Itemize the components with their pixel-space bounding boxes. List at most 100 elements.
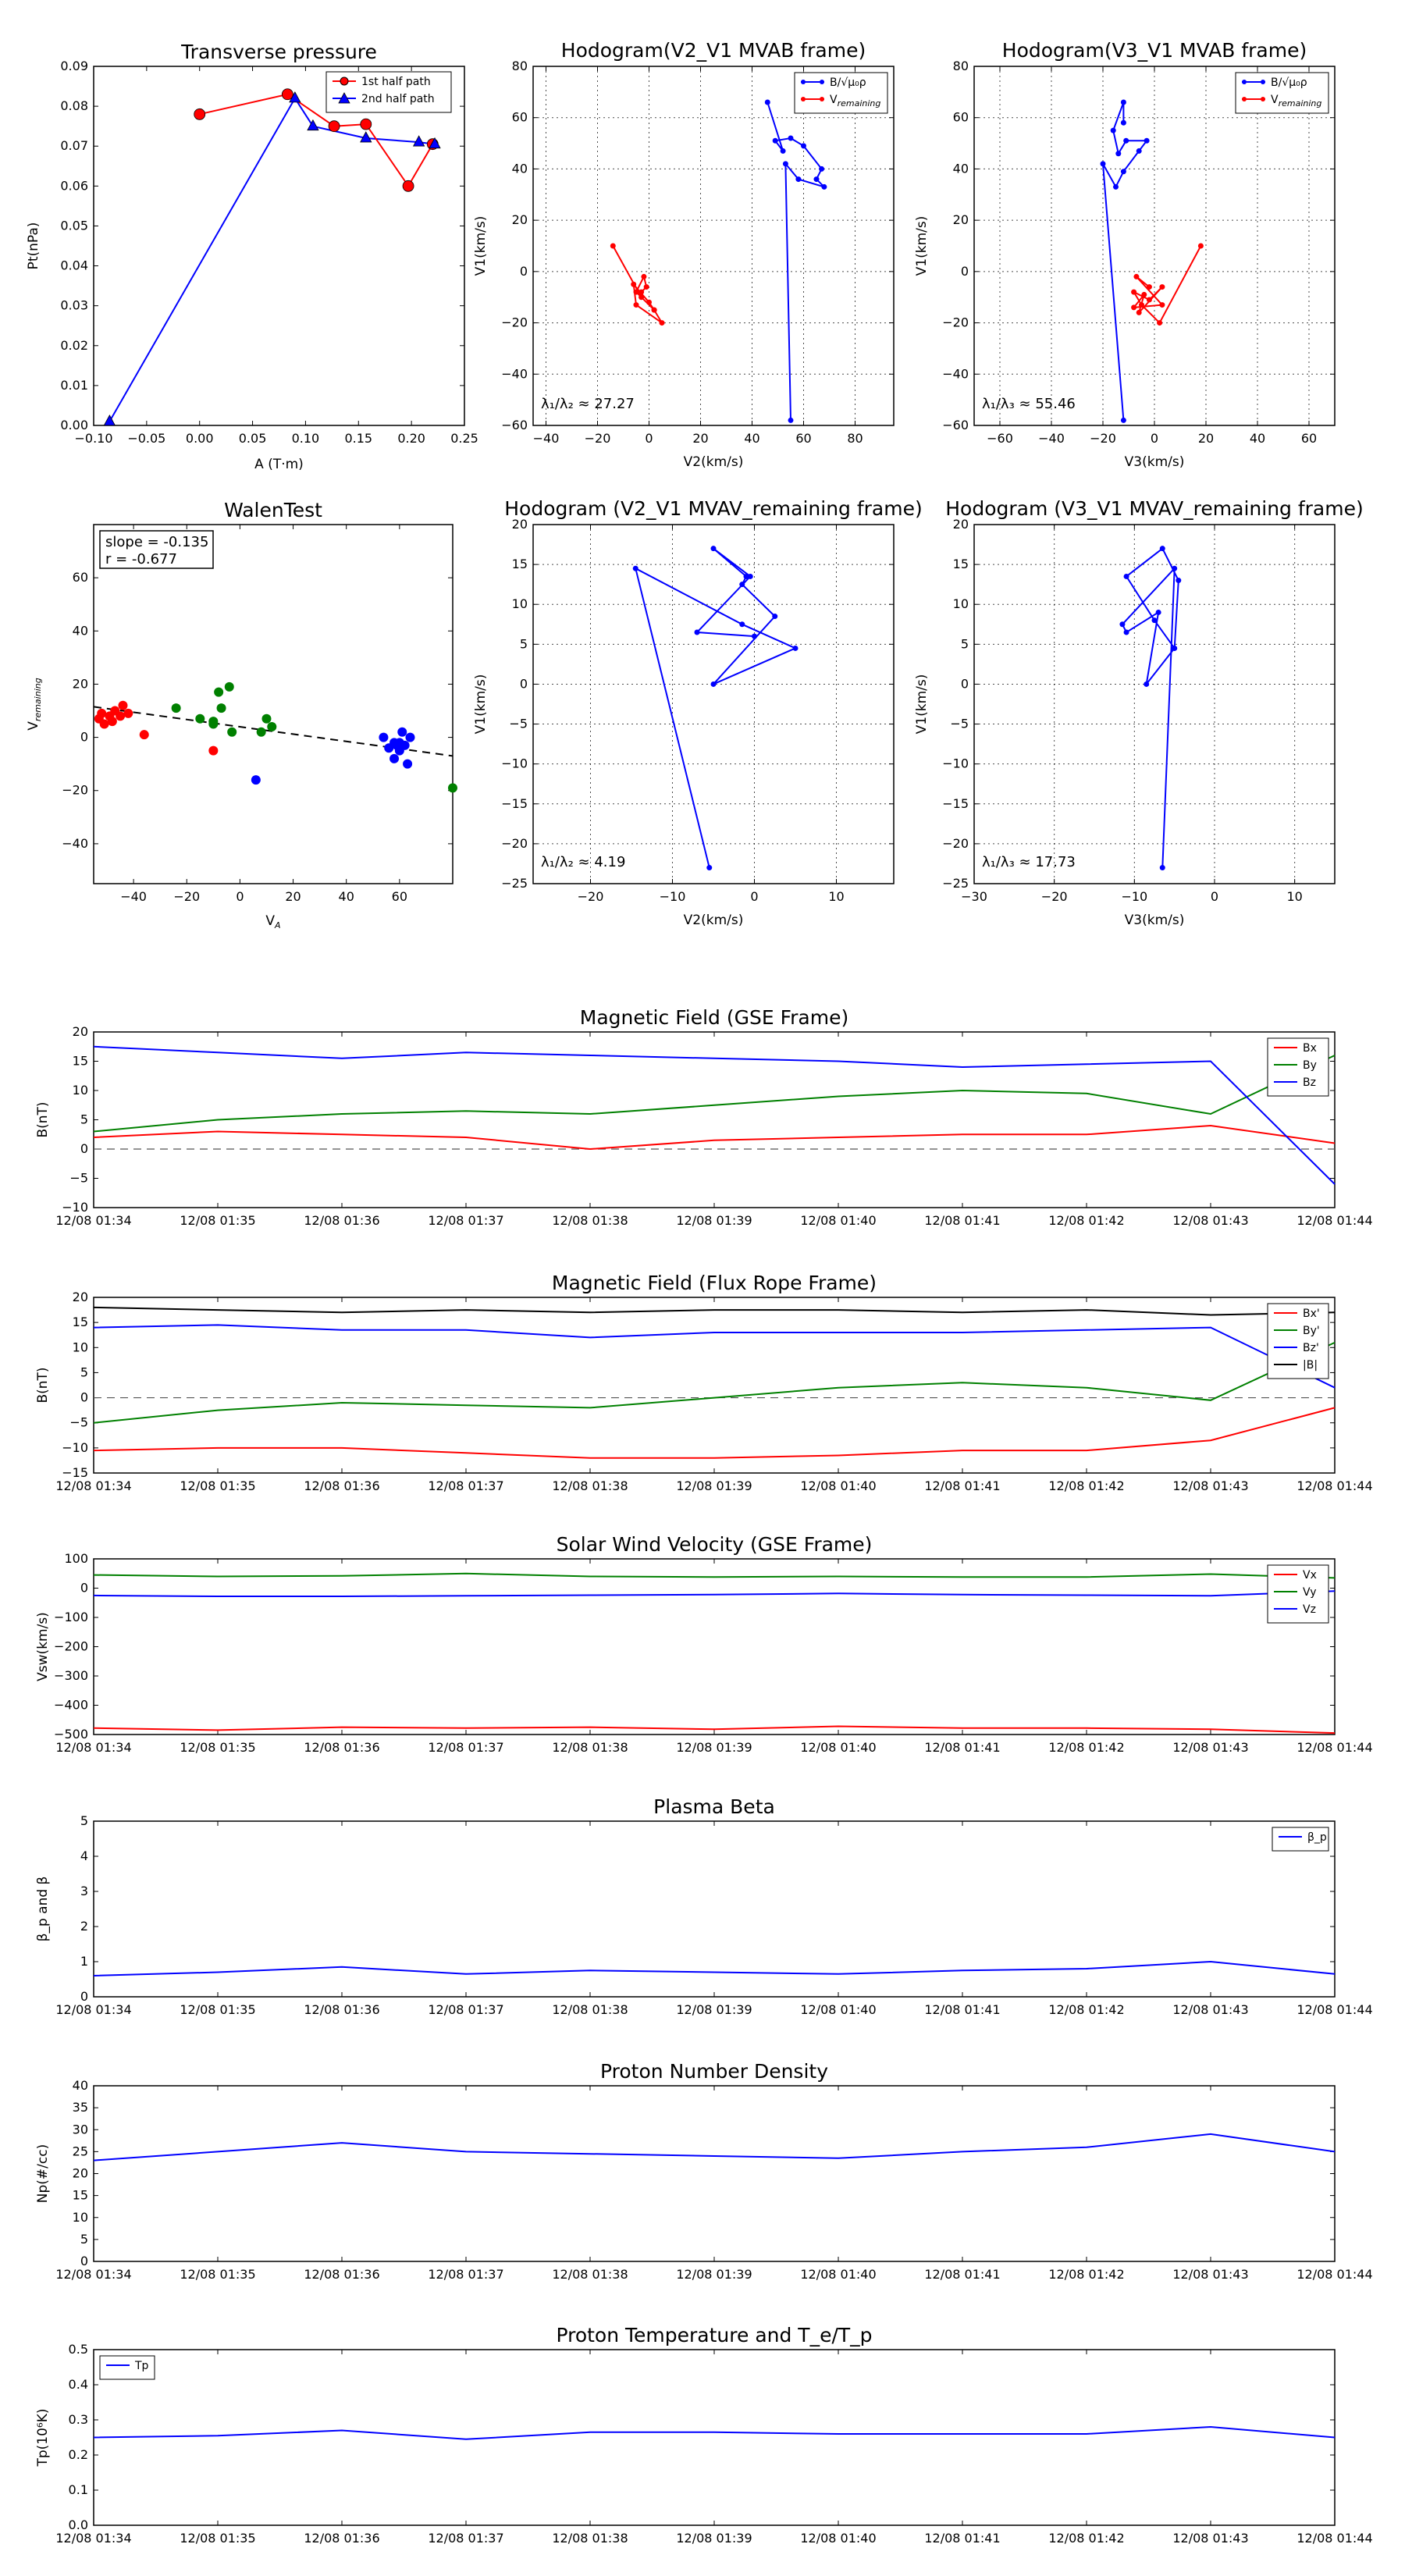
y-tick-label: −20 [942, 315, 969, 330]
data-point [195, 713, 205, 724]
y-tick-label: 15 [73, 2188, 88, 2203]
x-tick-label: 0.15 [344, 431, 372, 446]
legend-marker [820, 80, 824, 84]
data-point [1131, 289, 1137, 295]
x-tick-label: 12/08 01:42 [1048, 1478, 1124, 1493]
x-tick-label: 10 [828, 889, 844, 904]
y-tick-label: 0.08 [60, 98, 88, 113]
data-point [402, 180, 414, 192]
slope-label: slope = -0.135 [105, 534, 208, 550]
data-point [710, 681, 717, 687]
data-point [1123, 137, 1129, 144]
chart-magnetic-field-flux-rope: −15 −10 −5 0 5 10 15 20 12/08 01:34 12/08 01:35 12… [35, 1272, 1373, 1493]
data-point [631, 281, 637, 287]
y-tick-label: −40 [501, 366, 528, 381]
x-tick-label: 12/08 01:36 [304, 1213, 379, 1228]
r-label: r = -0.677 [105, 551, 177, 568]
y-tick-label: −60 [942, 418, 969, 432]
y-tick-label: 30 [73, 2122, 88, 2137]
data-point [795, 176, 802, 183]
data-point [632, 565, 638, 571]
y-axis-label: V1(km/s) [473, 216, 489, 276]
x-tick-label: 12/08 01:40 [800, 1213, 876, 1228]
x-tick-label: 12/08 01:39 [676, 1740, 752, 1755]
data-point [118, 700, 128, 710]
y-tick-label: −15 [62, 1465, 88, 1480]
chart-title: Hodogram(V3_V1 MVAB frame) [1002, 39, 1307, 62]
y-tick-label: 0.4 [69, 2377, 88, 2392]
chart-transverse-pressure: −0.10 −0.05 0.00 0.05 0.10 0.15 0.20 0.25 0.00 0.… [26, 41, 478, 472]
data-point [739, 582, 745, 588]
y-tick-label: 40 [73, 623, 88, 638]
grid [974, 66, 1335, 426]
y-axis-label: V1(km/s) [914, 216, 930, 276]
x-tick-label: 12/08 01:35 [180, 1740, 255, 1755]
data-point [224, 681, 234, 692]
x-tick-label: 12/08 01:44 [1297, 1740, 1372, 1755]
y-tick-label: −40 [62, 836, 88, 851]
x-tick-label: 40 [744, 431, 759, 446]
x-tick-label: 12/08 01:34 [55, 1213, 131, 1228]
x-tick-label: 12/08 01:43 [1172, 1740, 1248, 1755]
x-tick-label: 80 [847, 431, 863, 446]
plot-frame [93, 66, 465, 426]
chart-title: Magnetic Field (GSE Frame) [580, 1006, 848, 1029]
legend [99, 2355, 155, 2380]
y-tick-label: −400 [54, 1698, 88, 1713]
legend-label: 2nd half path [361, 93, 435, 105]
data-point [1141, 291, 1147, 297]
y-tick-label: 100 [64, 1551, 88, 1566]
series-line [93, 2425, 1336, 2440]
x-axis-label: V3(km/s) [1125, 913, 1185, 928]
chart-hodogram-v2v1-mvav: −20 −10 0 10 −25 −20 −15 −10 −5 0 5 10 15 20Hodogram … [473, 497, 923, 928]
chart-title: Hodogram (V3_V1 MVAV_remaining frame) [945, 497, 1364, 520]
data-point [307, 119, 319, 131]
x-tick-label: 20 [692, 431, 708, 446]
data-point [638, 294, 645, 301]
data-point [764, 99, 770, 105]
ratio-annotation: λ₁/λ₃ ≈ 17.73 [982, 854, 1076, 870]
y-tick-label: 0.07 [60, 138, 88, 153]
y-tick-label: 0.01 [60, 378, 88, 393]
y-tick-label: −60 [501, 418, 528, 432]
data-point [1115, 151, 1122, 157]
y-tick-label: −15 [942, 796, 969, 811]
chart-magnetic-field-gse: −10 −5 0 5 10 15 20 12/08 01:34 12/08 01:35 12/08… [35, 1006, 1373, 1228]
series-line [93, 1306, 1336, 1316]
chart-title: Solar Wind Velocity (GSE Frame) [557, 1533, 873, 1556]
y-tick-label: 0.0 [69, 2517, 88, 2532]
data-point [123, 708, 133, 718]
x-tick-label: 12/08 01:38 [552, 1740, 628, 1755]
x-tick-label: 12/08 01:44 [1297, 2531, 1372, 2546]
y-tick-label: 0.2 [69, 2447, 88, 2462]
data-point [739, 621, 745, 628]
y-tick-label: 0 [80, 1390, 88, 1405]
y-axis-label: Pt(nPa) [26, 222, 41, 270]
data-point [813, 176, 820, 183]
data-point [1139, 302, 1144, 308]
data-point [633, 302, 639, 308]
legend-marker [1261, 80, 1265, 84]
legend-marker [801, 80, 806, 84]
y-tick-label: −300 [54, 1668, 88, 1683]
x-tick-label: 12/08 01:38 [552, 2531, 628, 2546]
y-tick-label: −20 [62, 783, 88, 798]
data-point [772, 614, 778, 620]
x-tick-label: 0 [1211, 889, 1218, 904]
data-point [780, 148, 786, 154]
y-tick-label: 10 [953, 596, 969, 611]
data-point [659, 320, 665, 326]
ratio-annotation: λ₁/λ₂ ≈ 27.27 [541, 396, 635, 412]
data-point [788, 135, 794, 141]
x-tick-label: −30 [961, 889, 987, 904]
data-point [819, 165, 825, 172]
x-tick-label: 12/08 01:40 [800, 1740, 876, 1755]
plot-frame [532, 66, 895, 426]
grid [533, 524, 894, 884]
y-tick-label: −15 [501, 796, 528, 811]
y-tick-label: 10 [512, 596, 528, 611]
x-tick-label: 12/08 01:42 [1048, 2531, 1124, 2546]
x-tick-label: −0.05 [127, 431, 165, 446]
legend-marker [820, 97, 824, 101]
